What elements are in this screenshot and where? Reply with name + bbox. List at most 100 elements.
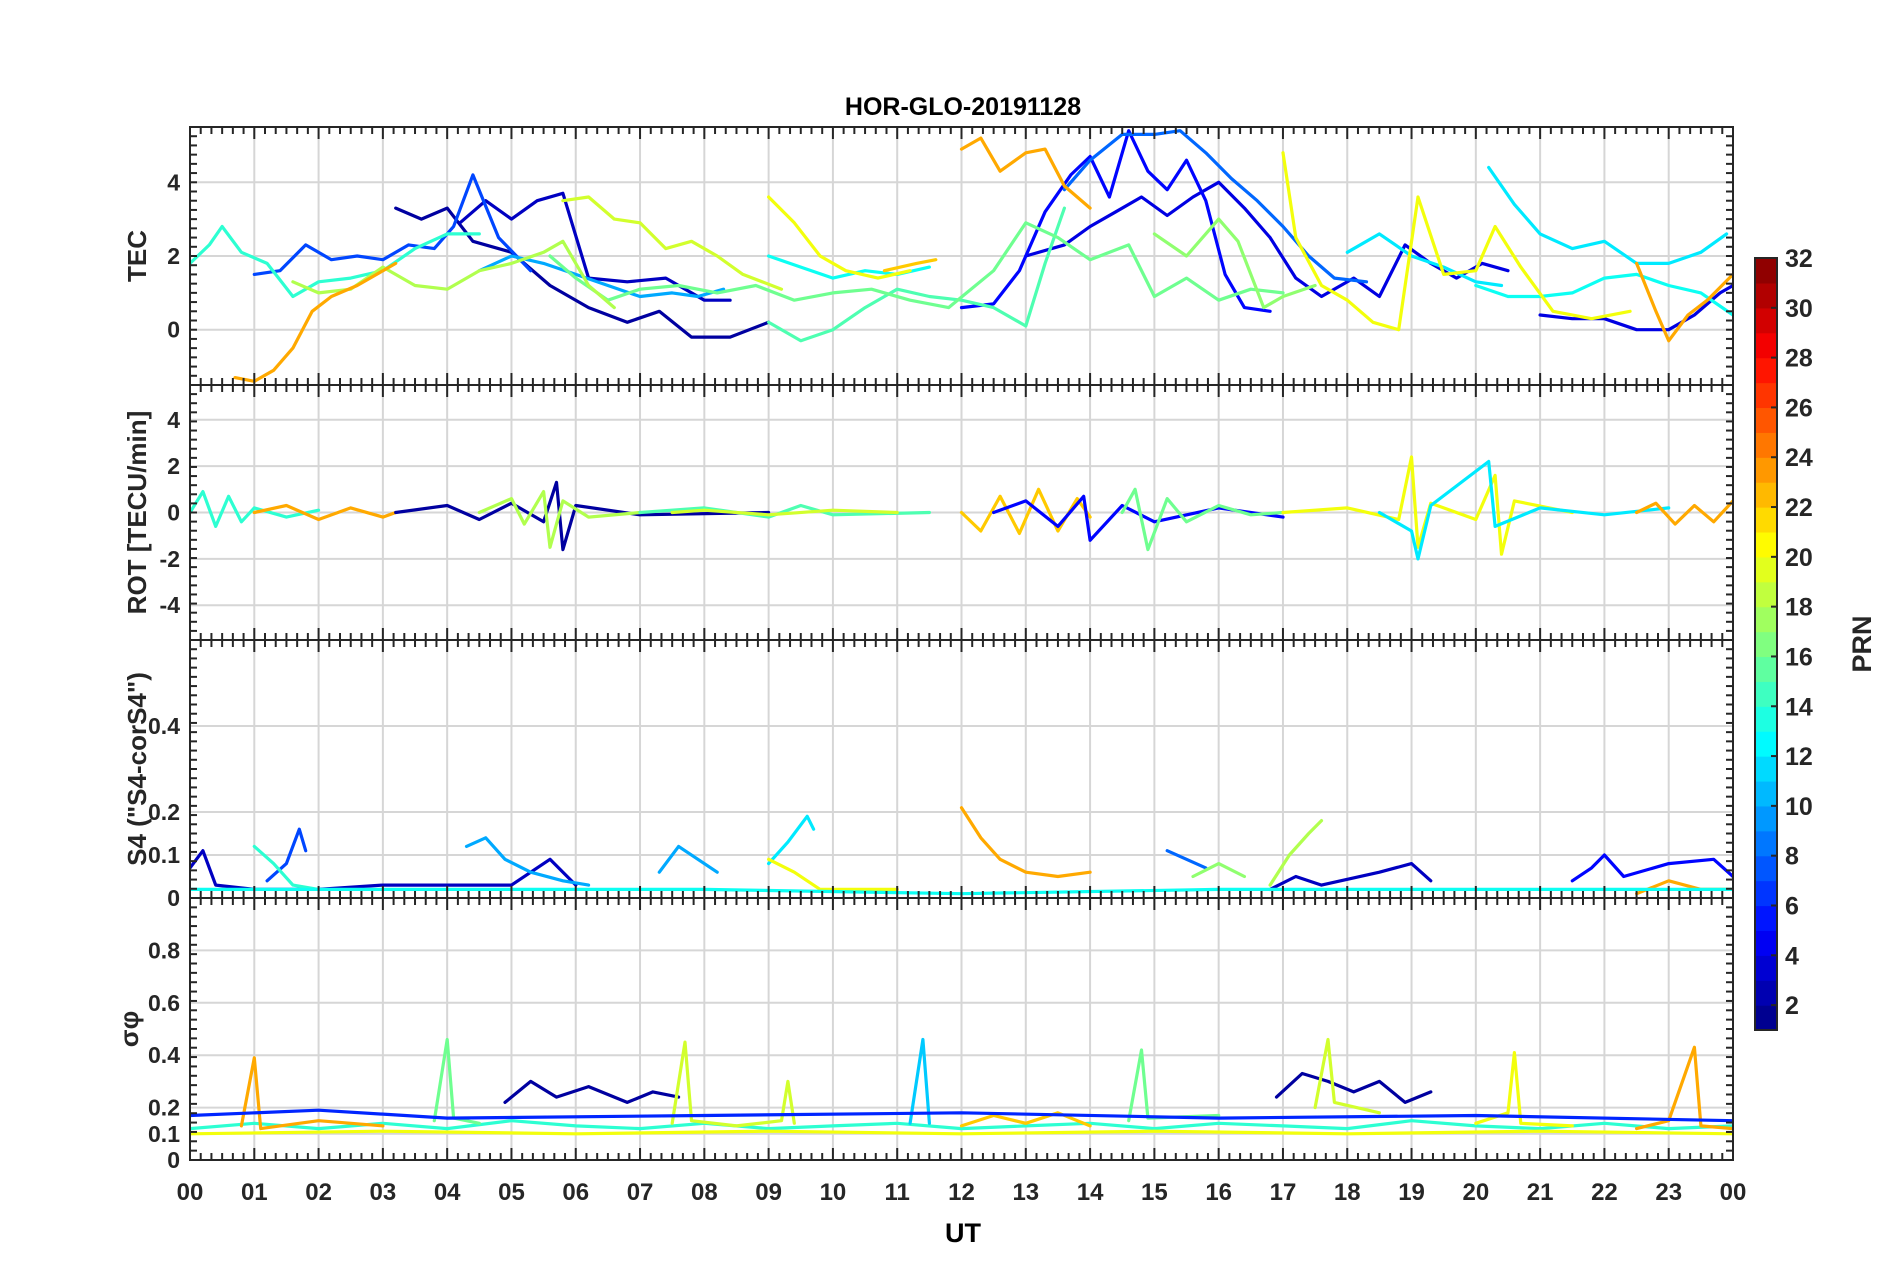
x-tick-label: 11 [885,1179,910,1206]
colorbar-segment [1755,282,1777,309]
colorbar-tick-label: 20 [1785,544,1813,572]
series-tec-prn-23 [1634,261,1733,343]
colorbar-segment [1755,307,1777,334]
colorbar-segment [1755,1005,1777,1031]
y-tick-label-tec: 4 [167,169,180,195]
y-tick-label-s4: 0.2 [148,799,180,825]
colorbar-segment [1755,681,1777,707]
series-tec-prn-22 [882,258,938,273]
x-tick-label: 00 [1720,1179,1747,1206]
x-tick-label: 20 [1462,1179,1489,1206]
series-tec-prn-12 [1345,232,1504,288]
x-tick-label: 05 [498,1179,525,1206]
colorbar-tick-label: 22 [1785,494,1813,522]
series-s4-prn-12 [766,814,816,866]
colorbar-segment [1755,905,1777,931]
colorbar-tick-label: 8 [1785,843,1799,871]
colorbar-segment [1755,332,1777,359]
colorbar-segment [1755,980,1777,1006]
colorbar-segment [1755,258,1777,284]
series-rot-prn-5 [991,494,1285,542]
colorbar-segment [1755,731,1777,757]
x-tick-label: 13 [1012,1179,1039,1206]
grid-tec [190,127,1733,385]
series-sigma-prn-14 [190,1119,1733,1131]
colorbar-segment [1755,855,1777,882]
x-tick-label: 00 [177,1179,204,1206]
y-tick-label-sigma: 0.2 [148,1095,180,1121]
x-tick-label: 18 [1334,1179,1361,1206]
x-tick-label: 07 [627,1179,654,1206]
x-tick-label: 04 [434,1179,461,1206]
minor-ticks-rot [189,384,1734,641]
series-s4-prn-7 [265,827,308,883]
y-tick-label-rot: -2 [160,546,180,572]
series-s4-prn-3 [1268,861,1433,892]
series-rot-prn-2 [394,480,771,552]
minor-ticks-tec [189,126,1734,386]
colorbar-segment [1755,955,1777,981]
y-tick-label-s4: 0 [167,885,180,911]
colorbar-segment [1755,556,1777,583]
colorbar-tick-label: 26 [1785,394,1813,422]
colorbar-tick-label: 16 [1785,643,1813,671]
series-sigma-prn-6 [190,1108,1733,1123]
series-tec-prn-23 [959,136,1092,210]
x-tick-label: 17 [1270,1179,1297,1206]
x-tick-label: 03 [370,1179,397,1206]
series-tec-prn-5 [959,129,1272,313]
colorbar-tick-label: 12 [1785,743,1813,771]
series-s4-prn-10 [657,844,719,874]
y-axis-label-tec: TEC [122,230,152,282]
y-tick-label-sigma: 0.4 [148,1042,180,1068]
x-tick-label: 22 [1591,1179,1618,1206]
series-tec-prn-4 [1538,283,1733,332]
series-rot-prn-20 [1281,455,1574,556]
series-tec-prn-14 [190,224,481,299]
series-sigma-prn-22 [959,1111,1092,1128]
colorbar-tick-label: 30 [1785,295,1813,323]
series-tec-prn-3 [458,191,732,302]
colorbar-tick-label: 18 [1785,594,1813,622]
y-tick-label-rot: -4 [160,592,181,618]
y-axis-label-sigma: σφ [114,1011,144,1047]
y-tick-label-sigma: 0 [167,1147,180,1173]
x-tick-label: 08 [691,1179,718,1206]
colorbar-segment [1755,706,1777,732]
series-sigma-prn-20 [190,1129,1733,1136]
minor-ticks-sigma [189,897,1734,1161]
series-tec-prn-16 [548,221,1285,310]
y-tick-label-tec: 2 [167,243,180,269]
series-rot-prn-14 [190,490,321,529]
colorbar-segment [1755,432,1777,458]
colorbar-segment [1755,507,1777,533]
series-rot-prn-19 [670,508,899,517]
series-sigma-prn-23 [1634,1045,1733,1131]
series-rot-prn-23 [1634,499,1733,526]
colorbar-segment [1755,756,1777,782]
colorbar-tick-label: 28 [1785,345,1813,373]
series-s4-prn-10 [464,836,591,887]
colorbar-segment [1755,780,1777,807]
series-group-rot [190,455,1733,561]
series-s4-prn-17 [1191,861,1247,879]
x-tick-label: 09 [755,1179,782,1206]
series-rot-prn-18 [477,490,642,549]
colorbar-label: PRN [1847,615,1877,672]
series-tec-prn-13 [1474,272,1733,317]
x-tick-label: 12 [948,1179,975,1206]
series-tec-prn-20 [766,195,912,280]
series-rot-prn-16 [1120,487,1285,552]
minor-ticks-s4 [189,639,1734,899]
colorbar-segment [1755,581,1777,608]
series-tec-prn-23 [233,261,398,383]
series-s4-prn-14 [252,844,321,892]
colorbar-tick-label: 4 [1785,942,1799,970]
series-rot-prn-23 [252,503,398,522]
colorbar-segment [1755,930,1777,956]
series-tec-prn-17 [1152,217,1317,310]
y-tick-label-sigma: 0.6 [148,990,180,1016]
colorbar-tick-label: 6 [1785,892,1799,920]
